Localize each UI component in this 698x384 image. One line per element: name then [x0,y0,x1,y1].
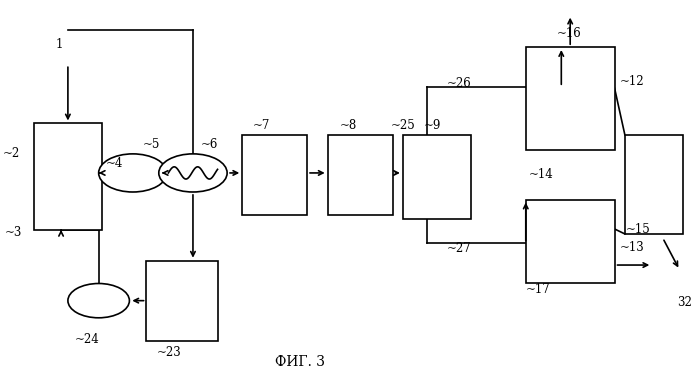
Text: ~9: ~9 [423,119,440,132]
Text: ~12: ~12 [619,75,644,88]
Circle shape [158,154,227,192]
Text: ~5: ~5 [143,138,161,151]
Text: ~15: ~15 [626,223,651,236]
Bar [34,123,102,230]
Bar [242,135,307,215]
Text: ~16: ~16 [556,27,581,40]
Text: ~26: ~26 [447,77,472,90]
Text: ФИГ. 3: ФИГ. 3 [275,355,325,369]
Bar [526,47,615,150]
Text: ~24: ~24 [75,333,100,346]
Text: 1: 1 [56,38,63,51]
Text: ~7: ~7 [253,119,270,132]
Text: ~25: ~25 [391,119,416,132]
Text: ~17: ~17 [526,283,551,296]
Text: ~4: ~4 [105,157,123,170]
Text: ~6: ~6 [201,138,218,151]
Text: ~2: ~2 [3,147,20,161]
Circle shape [68,283,129,318]
Text: ~14: ~14 [529,168,554,181]
Bar [403,135,471,218]
Text: ~3: ~3 [5,225,22,238]
Text: ~27: ~27 [447,242,472,255]
Text: 32: 32 [678,296,692,309]
Bar [526,200,615,283]
Bar [625,135,683,234]
Text: ~8: ~8 [340,119,357,132]
Bar [147,261,218,341]
Text: ~23: ~23 [157,346,181,359]
Text: ~13: ~13 [619,241,644,254]
Circle shape [98,154,167,192]
Bar [327,135,392,215]
